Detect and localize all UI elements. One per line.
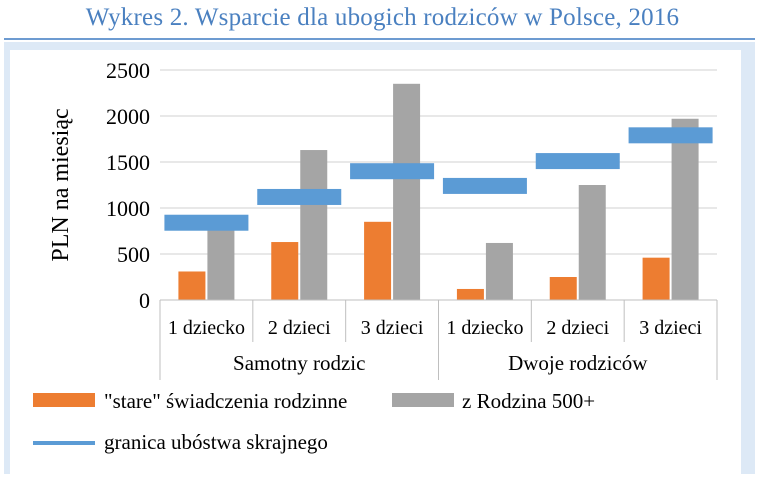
y-tick-label: 0 xyxy=(139,288,150,313)
bar-stare-swiadczenia xyxy=(364,221,392,300)
legend-swatch-stare xyxy=(33,393,95,407)
poverty-line-marker xyxy=(535,153,620,170)
bar-stare-swiadczenia xyxy=(549,277,577,300)
chart-title: Wykres 2. Wsparcie dla ubogich rodziców … xyxy=(85,4,680,31)
legend-swatch-500 xyxy=(392,393,454,407)
title-divider xyxy=(4,38,755,40)
group-label: Samotny rodzic xyxy=(233,351,365,375)
bar-rodzina-500 xyxy=(393,83,421,300)
y-tick-label: 2000 xyxy=(106,104,150,129)
x-tick-label: 3 dzieci xyxy=(361,317,424,339)
bar-rodzina-500 xyxy=(300,150,328,300)
x-tick-label: 2 dzieci xyxy=(268,317,331,339)
legend-label-poverty: granica ubóstwa skrajnego xyxy=(104,430,328,454)
group-label: Dwoje rodziców xyxy=(508,351,648,375)
x-tick-label: 1 dziecko xyxy=(446,317,523,339)
poverty-line-marker xyxy=(350,163,435,180)
bar-stare-swiadczenia xyxy=(178,271,206,300)
poverty-line-marker xyxy=(442,177,527,194)
bar-stare-swiadczenia xyxy=(456,288,484,300)
y-axis-label: PLN na miesiąc xyxy=(48,108,74,261)
legend-label-stare: "stare" świadczenia rodzinne xyxy=(104,389,347,413)
y-tick-label: 500 xyxy=(117,242,150,267)
bar-chart: 0 500 1000 1500 2000 2500 PLN na miesiąc 1 dzie… xyxy=(33,58,718,454)
x-tick-label: 1 dziecko xyxy=(168,317,245,339)
y-tick-label: 2500 xyxy=(106,58,150,83)
legend-swatch-poverty xyxy=(33,441,95,445)
bar-rodzina-500 xyxy=(485,242,513,300)
y-tick-label: 1500 xyxy=(106,150,150,175)
poverty-line-marker xyxy=(628,127,713,144)
poverty-line-marker xyxy=(164,214,249,231)
legend-label-500: z Rodzina 500+ xyxy=(462,389,595,413)
bar-rodzina-500 xyxy=(578,185,606,300)
x-tick-label: 2 dzieci xyxy=(546,317,609,339)
x-tick-label: 3 dzieci xyxy=(639,317,702,339)
bar-rodzina-500 xyxy=(671,118,699,300)
bar-stare-swiadczenia xyxy=(642,257,670,300)
chart-area: 0 500 1000 1500 2000 2500 PLN na miesiąc 1 dzie… xyxy=(10,50,741,474)
bar-stare-swiadczenia xyxy=(271,242,299,300)
y-tick-label: 1000 xyxy=(106,196,150,221)
poverty-line-marker xyxy=(257,188,342,205)
bar-rodzina-500 xyxy=(207,230,235,300)
